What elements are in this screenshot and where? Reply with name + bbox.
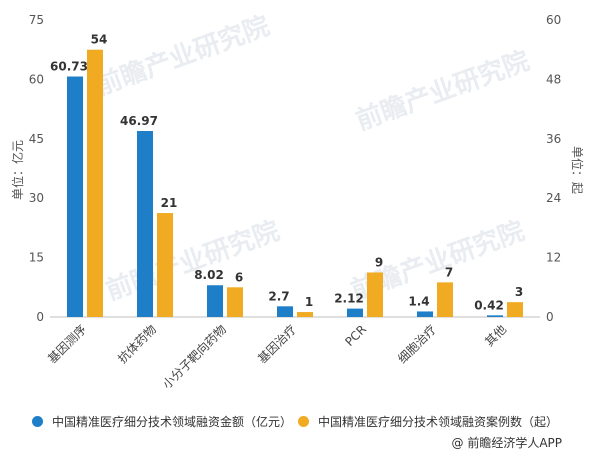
- legend-label-cases: 中国精准医疗细分技术领域融资案例数（起）: [318, 415, 559, 429]
- data-label-cases-2: 6: [235, 270, 243, 284]
- left-axis-title: 单位：亿元: [10, 140, 25, 200]
- right-axis-title: 单位：起: [570, 146, 585, 194]
- data-label-amount-5: 1.4: [408, 294, 429, 308]
- left-tick-label: 0: [36, 310, 44, 324]
- bar-cases-2: [227, 287, 243, 317]
- right-tick-label: 24: [546, 191, 561, 205]
- data-label-amount-4: 2.12: [334, 292, 364, 306]
- bar-amount-0: [67, 76, 83, 317]
- legend-item-cases: 中国精准医疗细分技术领域融资案例数（起）: [298, 413, 558, 430]
- bar-amount-2: [207, 285, 223, 317]
- data-label-cases-4: 9: [375, 255, 383, 269]
- bar-cases-4: [367, 272, 383, 317]
- bar-cases-3: [297, 312, 313, 317]
- data-label-cases-0: 54: [91, 33, 108, 47]
- data-label-cases-5: 7: [445, 265, 453, 279]
- bars: [67, 49, 523, 317]
- legend-item-amount: 中国精准医疗细分技术领域融资金额（亿元）: [32, 413, 292, 430]
- data-label-amount-3: 2.7: [268, 289, 289, 303]
- left-tick-label: 60: [29, 72, 44, 86]
- bar-cases-6: [507, 302, 523, 317]
- legend-swatch-cases: [298, 416, 309, 427]
- category-label-3: 基因治疗: [255, 322, 299, 366]
- data-labels: 60.73 46.97 8.02 2.7 2.12 1.4 0.42 54 21 6 1 9 7 3: [50, 33, 523, 313]
- left-tick-label: 15: [29, 251, 44, 265]
- data-label-amount-2: 8.02: [194, 268, 224, 282]
- data-label-amount-1: 46.97: [120, 114, 158, 128]
- bar-amount-5: [417, 311, 433, 317]
- right-tick-label: 12: [546, 251, 561, 265]
- watermark-0: 前瞻产业研究院: [92, 10, 274, 101]
- category-label-0: 基因测序: [45, 322, 90, 367]
- data-label-cases-1: 21: [161, 196, 178, 210]
- data-label-cases-6: 3: [515, 285, 523, 299]
- bar-amount-6: [487, 315, 503, 317]
- credit-text: @ 前瞻经济学人APP: [451, 436, 563, 450]
- right-tick-label: 60: [546, 13, 561, 27]
- bar-cases-1: [157, 213, 173, 317]
- bar-amount-4: [347, 308, 363, 317]
- data-label-amount-6: 0.42: [474, 298, 504, 312]
- legend-label-amount: 中国精准医疗细分技术领域融资金额（亿元）: [52, 415, 293, 429]
- category-label-2: 小分子靶向药物: [159, 322, 229, 392]
- left-tick-label: 30: [29, 191, 44, 205]
- left-tick-label: 75: [29, 13, 44, 27]
- right-tick-label: 36: [546, 132, 561, 146]
- right-tick-label: 0: [546, 310, 554, 324]
- category-label-6: 其他: [482, 322, 509, 349]
- category-label-1: 抗体药物: [115, 322, 160, 367]
- bar-cases-5: [437, 282, 453, 317]
- bar-amount-3: [277, 306, 293, 317]
- bar-cases-0: [87, 49, 103, 317]
- bar-amount-1: [137, 130, 153, 317]
- left-tick-label: 45: [29, 132, 44, 146]
- legend-swatch-amount: [32, 416, 43, 427]
- category-label-4: PCR: [342, 322, 369, 349]
- data-label-cases-3: 1: [305, 295, 313, 309]
- data-label-amount-0: 60.73: [50, 60, 88, 74]
- watermark-2: 前瞻产业研究院: [102, 215, 284, 306]
- category-label-5: 细胞治疗: [395, 322, 439, 366]
- watermark-1: 前瞻产业研究院: [352, 45, 534, 136]
- right-tick-label: 48: [546, 72, 561, 86]
